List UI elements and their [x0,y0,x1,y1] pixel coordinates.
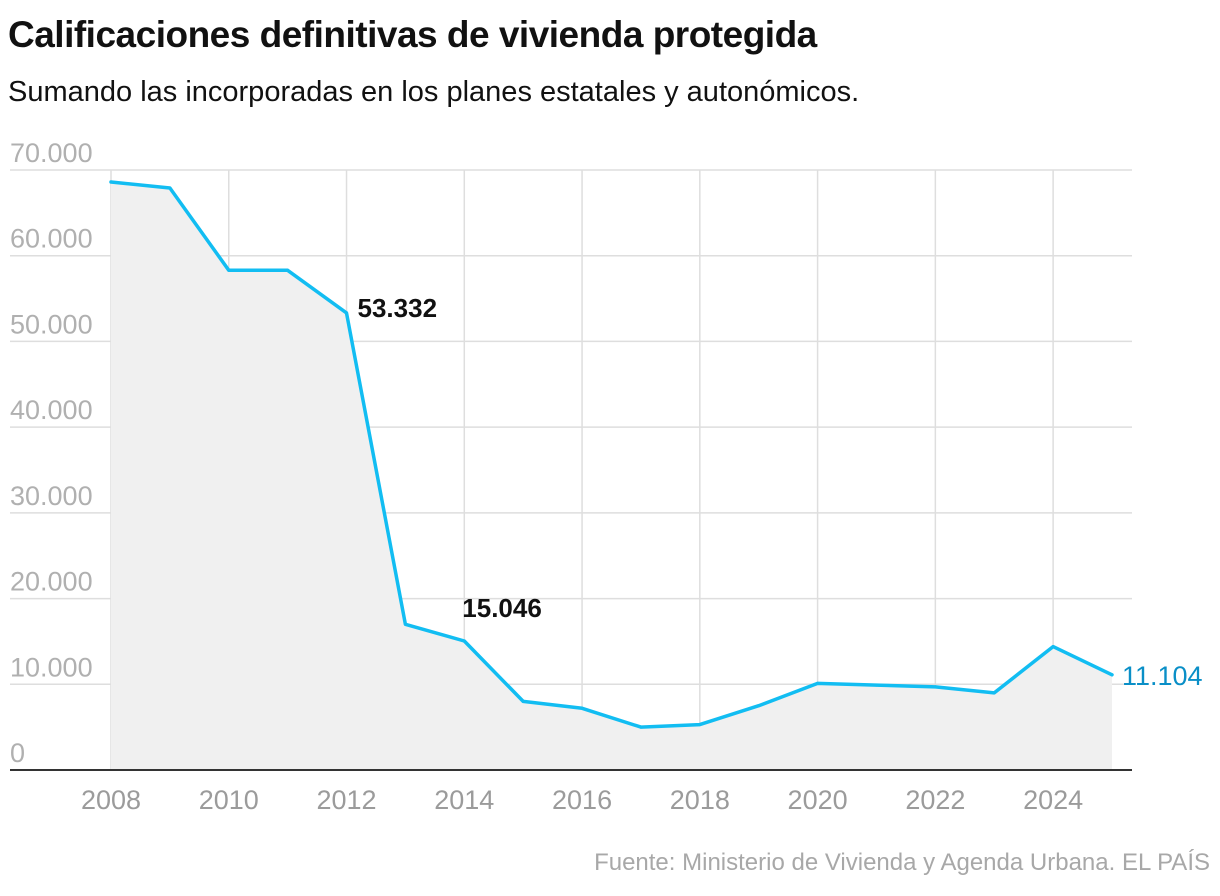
source-note: Fuente: Ministerio de Vivienda y Agenda … [594,849,1210,876]
annotation-2014: 15.046 [462,593,542,623]
y-tick-label: 0 [10,738,25,768]
data-point-2012 [345,311,348,315]
y-tick-label: 70.000 [10,138,93,168]
data-point-2010 [227,268,231,272]
data-point-2009 [168,186,172,190]
data-point-2013 [403,622,407,626]
y-tick-label: 50.000 [10,309,93,339]
x-tick-label: 2012 [316,785,376,815]
data-point-2020 [816,681,820,685]
area-layer [10,182,1132,771]
data-point-2018 [698,723,702,727]
data-point-2021 [875,683,878,687]
chart-subtitle: Sumando las incorporadas en los planes e… [8,76,860,108]
chart-title: Calificaciones definitivas de vivienda p… [8,14,817,55]
x-tick-label: 2022 [905,785,965,815]
data-point-2019 [757,704,761,708]
x-tick-label: 2024 [1023,785,1083,815]
annotation-2012: 53.332 [358,293,438,323]
data-point-2014 [462,639,466,643]
data-point-2016 [580,706,584,710]
x-tick-label: 2016 [552,785,612,815]
y-tick-label: 60.000 [10,224,93,254]
x-tick-label: 2010 [199,785,259,815]
data-point-2023 [992,691,996,695]
line-layer [109,180,1114,729]
data-point-2024 [1051,645,1055,649]
x-tick-label: 2018 [670,785,730,815]
x-tick-label: 2008 [81,785,141,815]
data-point-2025 [1110,673,1114,677]
label-layer: 0 10.000 20.000 30.000 40.000 50.000 60.000 70.… [10,138,1203,815]
x-tick-label: 2014 [434,785,494,815]
data-point-2015 [521,699,525,703]
y-tick-label: 40.000 [10,395,93,425]
series-line [109,180,1114,729]
data-point-2017 [639,725,643,729]
data-point-2011 [286,268,290,272]
y-tick-label: 20.000 [10,567,93,597]
last-value-label: 11.104 [1122,661,1203,691]
data-point-2008 [109,180,113,184]
area-fill [111,182,1112,770]
y-tick-label: 30.000 [10,481,93,511]
y-tick-label: 10.000 [10,652,93,682]
data-point-2022 [933,685,937,689]
x-tick-label: 2020 [788,785,848,815]
